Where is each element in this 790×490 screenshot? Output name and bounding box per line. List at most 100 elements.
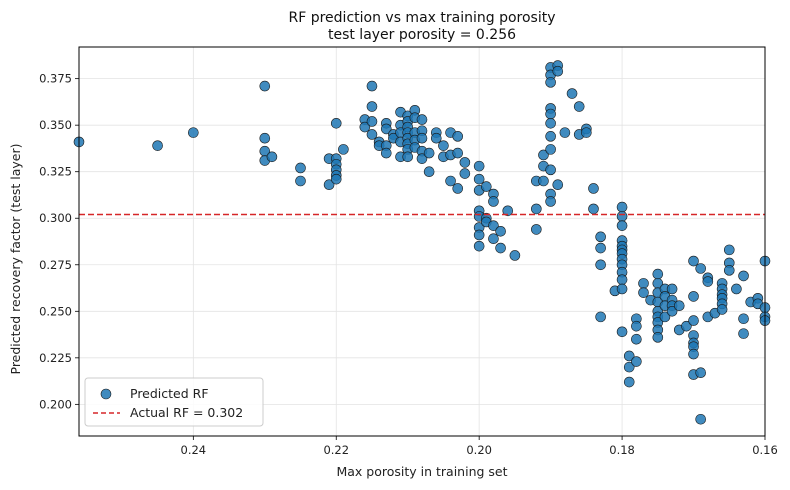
scatter-point [552, 179, 564, 191]
scatter-point [330, 118, 342, 129]
x-tick-label: 0.18 [609, 443, 635, 457]
scatter-point [459, 168, 471, 179]
scatter-point [588, 183, 599, 194]
scatter-point [695, 413, 706, 425]
scatter-point [695, 263, 706, 274]
scatter-point [531, 224, 542, 235]
scatter-point [473, 229, 485, 241]
legend-label-predicted: Predicted RF [130, 386, 209, 401]
scatter-point [359, 121, 371, 133]
scatter-point [652, 268, 664, 280]
scatter-point [595, 259, 606, 271]
scatter-point [616, 211, 628, 222]
scatter-point [702, 276, 714, 287]
scatter-point [323, 179, 335, 191]
scatter-point [488, 196, 499, 207]
axis-ticks: 0.24 0.22 0.20 0.18 0.16 0.200 0.225 0.250 0.275… [39, 72, 778, 457]
scatter-point [595, 242, 606, 254]
scatter-point [731, 283, 742, 295]
scatter-point [502, 205, 514, 217]
y-tick-label: 0.375 [39, 72, 72, 86]
x-tick-label: 0.24 [181, 443, 207, 457]
x-tick-label: 0.20 [466, 443, 492, 457]
scatter-point [259, 132, 271, 144]
scatter-point [509, 250, 521, 261]
scatter-point [330, 173, 342, 185]
scatter-point [495, 225, 506, 237]
y-axis-label: Predicted recovery factor (test layer) [8, 143, 23, 374]
scatter-point [616, 201, 628, 213]
scatter-point [380, 147, 392, 159]
scatter-point [595, 311, 606, 323]
scatter-point [688, 255, 699, 267]
scatter-point [659, 311, 671, 323]
scatter-point [723, 265, 735, 276]
scatter-point [473, 173, 485, 185]
x-axis-label: Max porosity in training set [336, 464, 507, 479]
y-tick-label: 0.225 [39, 351, 72, 365]
scatter-point [616, 220, 628, 231]
y-tick-label: 0.275 [39, 258, 72, 272]
scatter-point [623, 376, 635, 388]
scatter-point [681, 320, 692, 332]
scatter-point [402, 151, 414, 163]
scatter-point [416, 114, 428, 125]
scatter-point [423, 166, 435, 178]
scatter-point [652, 332, 664, 343]
scatter-point [545, 118, 556, 129]
chart-title: RF prediction vs max training porosity [288, 10, 555, 26]
y-tick-label: 0.350 [39, 118, 72, 132]
scatter-point [366, 101, 378, 112]
scatter-point [616, 326, 628, 338]
scatter-point [738, 270, 749, 282]
y-tick-label: 0.325 [39, 165, 72, 179]
scatter-point [552, 65, 564, 77]
scatter-point [588, 203, 599, 215]
scatter-point [338, 144, 349, 155]
scatter-point [445, 175, 456, 187]
scatter-point [423, 147, 435, 159]
scatter-point [459, 157, 471, 168]
scatter-point [473, 160, 485, 172]
scatter-point [495, 242, 506, 254]
scatter-point [438, 140, 449, 151]
scatter-point [366, 80, 378, 92]
scatter-point [152, 140, 163, 151]
legend-box [84, 377, 264, 427]
scatter-point [545, 131, 556, 142]
scatter-point [481, 181, 492, 192]
y-tick-label: 0.200 [39, 397, 72, 411]
scatter-point [688, 348, 699, 360]
scatter-point [488, 220, 499, 231]
scatter-point [623, 350, 635, 362]
scatter-point [259, 80, 271, 92]
chart-subtitle: test layer porosity = 0.256 [328, 27, 516, 43]
scatter-point [616, 274, 628, 285]
scatter-point [380, 123, 392, 135]
scatter-point [688, 291, 699, 302]
x-tick-label: 0.22 [323, 443, 349, 457]
scatter-point [573, 101, 585, 112]
scatter-point [416, 153, 428, 164]
scatter-point [723, 244, 735, 256]
x-tick-label: 0.16 [752, 443, 778, 457]
scatter-point [666, 283, 678, 295]
scatter-point [716, 304, 728, 315]
legend-label-actual: Actual RF = 0.302 [130, 405, 243, 420]
scatter-point [738, 313, 749, 325]
scatter-point [545, 196, 556, 207]
scatter-point [452, 131, 464, 142]
scatter-point [430, 132, 442, 144]
scatter-point [488, 233, 499, 245]
scatter-points [73, 60, 771, 425]
scatter-point [545, 108, 556, 120]
y-tick-label: 0.300 [39, 211, 72, 225]
scatter-point [738, 328, 749, 339]
scatter-point [666, 305, 678, 317]
scatter-point [452, 147, 464, 159]
scatter-point [581, 127, 592, 138]
scatter-point [545, 164, 556, 176]
scatter-point [538, 149, 549, 161]
scatter-point [673, 300, 685, 312]
